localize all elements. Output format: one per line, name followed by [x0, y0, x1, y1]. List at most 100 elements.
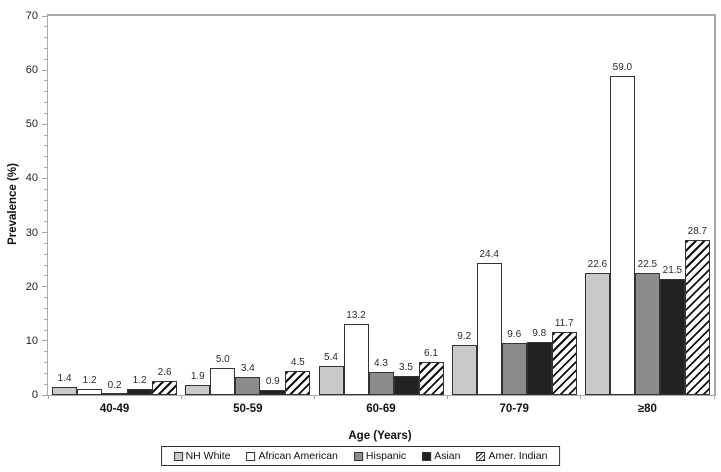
bar-value-label: 9.2 [457, 331, 472, 343]
x-tick [180, 395, 182, 399]
legend: NH White African American Hispanic Asian Ame… [160, 446, 561, 466]
y-minor-tick [44, 112, 47, 114]
legend-swatch-nh-white-icon [173, 451, 183, 461]
bar-african-american-60-69 [343, 323, 369, 395]
x-tick [580, 395, 582, 399]
y-minor-tick [44, 26, 47, 28]
legend-label: African American [258, 450, 338, 462]
bar-amer-indian-60-69 [418, 361, 444, 395]
bar-nh-white-70-79 [451, 345, 477, 395]
y-minor-tick [44, 318, 47, 320]
bar-hispanic-40-49 [102, 393, 128, 395]
x-tick [47, 395, 49, 399]
legend-item-nh-white: NH White [173, 450, 231, 462]
bar-amer-indian-80 [684, 239, 710, 395]
y-minor-tick [44, 58, 47, 60]
bar-value-label: 0.9 [265, 376, 280, 388]
bar-value-label: 5.4 [324, 351, 338, 363]
bar-african-american-70-79 [476, 262, 502, 395]
y-minor-tick [44, 80, 47, 82]
y-minor-tick [44, 210, 47, 212]
y-major-tick [42, 286, 47, 288]
y-minor-tick [44, 145, 47, 147]
bar-amer-indian-40-49 [152, 380, 178, 395]
bar-value-label: 1.9 [190, 370, 205, 382]
legend-item-hispanic: Hispanic [353, 450, 407, 462]
y-minor-tick [44, 134, 47, 136]
bar-value-label: 6.1 [424, 347, 438, 359]
y-minor-tick [44, 221, 47, 223]
bar-value-label: 9.6 [507, 329, 522, 341]
y-tick-label: 70 [25, 10, 38, 22]
y-major-tick [42, 394, 47, 396]
bar-value-label: 5.0 [215, 353, 230, 365]
y-major-tick [42, 232, 47, 234]
y-tick-label: 10 [25, 334, 38, 347]
bar-nh-white-60-69 [318, 365, 344, 395]
bar-nh-white-40-49 [52, 387, 78, 395]
bar-value-label: 24.4 [479, 248, 499, 260]
y-major-tick [42, 340, 47, 342]
y-minor-tick [44, 199, 47, 201]
bar-value-label: 4.3 [374, 357, 388, 369]
legend-swatch-amer-indian-icon [476, 451, 486, 461]
bar-value-label: 0.2 [107, 379, 122, 391]
y-major-tick [42, 123, 47, 125]
y-minor-tick [44, 275, 47, 277]
y-minor-tick [44, 351, 47, 353]
x-tick [447, 395, 449, 399]
y-major-tick [42, 15, 47, 17]
bar-value-label: 4.5 [290, 356, 305, 368]
bar-african-american-80 [609, 75, 635, 395]
y-tick-label: 50 [25, 118, 38, 131]
bar-hispanic-50-59 [235, 376, 261, 395]
y-minor-tick [44, 307, 47, 309]
legend-label: Hispanic [365, 450, 407, 462]
x-category-label-80: ≥80 [637, 403, 657, 415]
y-minor-tick [44, 329, 47, 331]
x-tick [713, 395, 715, 399]
bar-value-label: 22.6 [587, 258, 608, 270]
bar-african-american-50-59 [210, 367, 236, 395]
legend-label: Amer. Indian [488, 450, 548, 462]
legend-label: NH White [185, 450, 231, 462]
bar-african-american-40-49 [77, 388, 103, 395]
legend-swatch-asian-icon [422, 451, 432, 461]
y-tick-label: 30 [25, 226, 38, 239]
y-minor-tick [44, 102, 47, 104]
bar-nh-white-80 [584, 272, 610, 395]
y-minor-tick [44, 48, 47, 49]
bar-asian-40-49 [127, 388, 153, 395]
y-minor-tick [44, 188, 47, 190]
bar-value-label: 1.4 [57, 373, 72, 385]
legend-label: Asian [434, 450, 461, 462]
bar-value-label: 1.2 [82, 374, 97, 386]
y-minor-tick [44, 167, 47, 169]
y-tick-label: 0 [31, 389, 38, 401]
legend-item-asian: Asian [422, 450, 460, 462]
bar-hispanic-60-69 [368, 371, 394, 395]
bar-nh-white-50-59 [185, 384, 211, 395]
bar-value-label: 2.6 [157, 366, 172, 378]
bar-asian-60-69 [393, 376, 419, 395]
bar-hispanic-70-79 [501, 343, 527, 395]
bar-value-label: 1.2 [132, 374, 147, 386]
bar-value-label: 28.7 [687, 225, 708, 237]
bar-asian-50-59 [260, 390, 286, 395]
legend-swatch-hispanic-icon [353, 451, 363, 461]
x-category-label-50-59: 50-59 [233, 403, 263, 415]
y-minor-tick [44, 264, 47, 266]
y-major-tick [42, 177, 47, 179]
bar-value-label: 9.8 [532, 327, 547, 339]
bar-value-label: 3.5 [399, 362, 413, 374]
y-minor-tick [44, 297, 47, 299]
legend-item-amer-indian: Amer. Indian [476, 450, 547, 462]
legend-swatch-african-american-icon [246, 451, 256, 461]
bar-value-label: 22.5 [637, 259, 658, 271]
y-minor-tick [44, 37, 47, 39]
y-major-tick [42, 69, 47, 71]
bar-hispanic-80 [634, 273, 660, 395]
y-tick-label: 60 [25, 64, 38, 77]
y-minor-tick [44, 156, 47, 158]
